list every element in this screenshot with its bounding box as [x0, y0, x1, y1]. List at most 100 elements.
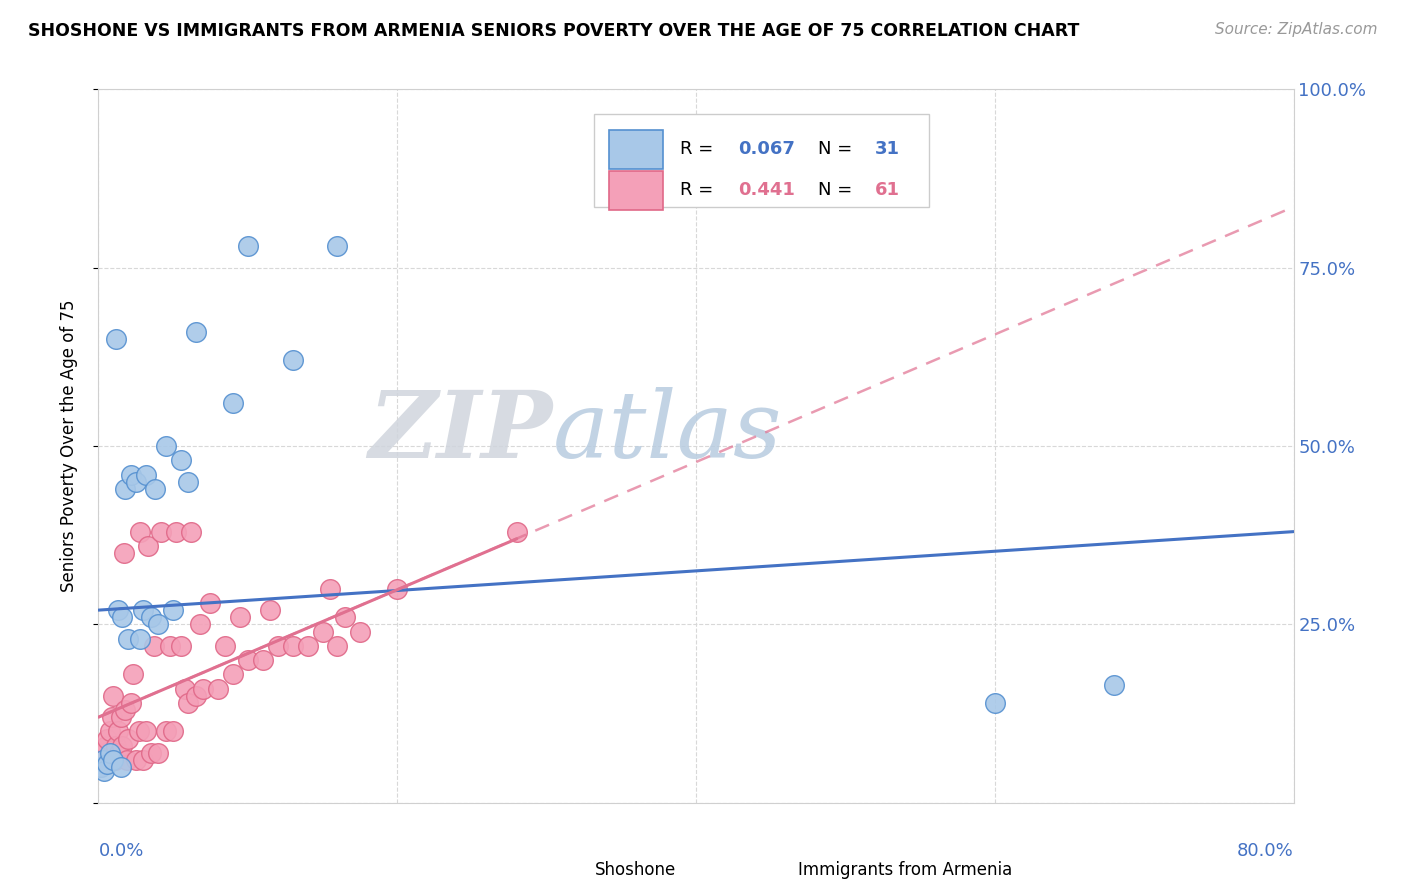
Text: Source: ZipAtlas.com: Source: ZipAtlas.com — [1215, 22, 1378, 37]
Point — [105, 739, 128, 753]
Point — [100, 746, 122, 760]
Point — [311, 624, 333, 639]
Point — [281, 639, 304, 653]
Point — [139, 746, 162, 760]
Text: ZIP: ZIP — [368, 387, 553, 476]
Point — [150, 524, 173, 539]
Point — [125, 753, 148, 767]
Point — [506, 524, 529, 539]
Point — [115, 753, 138, 767]
Point — [117, 632, 139, 646]
Point — [174, 681, 197, 696]
Point — [236, 653, 259, 667]
Point — [93, 746, 115, 760]
Text: N =: N = — [818, 140, 858, 159]
Point — [90, 753, 112, 767]
Text: N =: N = — [818, 181, 858, 199]
Point — [136, 539, 159, 553]
Point — [108, 746, 131, 760]
Point — [169, 639, 191, 653]
Y-axis label: Seniors Poverty Over the Age of 75: Seniors Poverty Over the Age of 75 — [59, 300, 77, 592]
Point — [984, 696, 1007, 710]
Point — [132, 753, 155, 767]
Point — [200, 596, 222, 610]
Point — [135, 467, 157, 482]
Point — [155, 439, 177, 453]
Text: 0.0%: 0.0% — [98, 842, 143, 860]
Point — [191, 681, 214, 696]
Point — [188, 617, 211, 632]
Point — [90, 760, 112, 774]
Point — [107, 724, 129, 739]
Point — [91, 753, 114, 767]
Point — [326, 639, 349, 653]
Point — [180, 524, 202, 539]
Point — [259, 603, 281, 617]
Point — [120, 696, 142, 710]
Point — [169, 453, 191, 467]
Point — [177, 696, 200, 710]
Point — [114, 703, 136, 717]
FancyBboxPatch shape — [595, 114, 929, 207]
Point — [385, 582, 409, 596]
Text: Shoshone: Shoshone — [595, 861, 676, 879]
Point — [128, 724, 150, 739]
Point — [159, 639, 181, 653]
Point — [117, 731, 139, 746]
Point — [97, 753, 120, 767]
Text: 80.0%: 80.0% — [1237, 842, 1294, 860]
Point — [104, 753, 127, 767]
Point — [93, 764, 115, 778]
Point — [184, 325, 207, 339]
Point — [139, 610, 162, 624]
Point — [111, 739, 134, 753]
Point — [222, 667, 245, 681]
Point — [267, 639, 290, 653]
Point — [111, 610, 134, 624]
Point — [326, 239, 349, 253]
Point — [96, 731, 118, 746]
Point — [100, 724, 122, 739]
Point — [132, 603, 155, 617]
Point — [110, 710, 132, 724]
Text: SHOSHONE VS IMMIGRANTS FROM ARMENIA SENIORS POVERTY OVER THE AGE OF 75 CORRELATI: SHOSHONE VS IMMIGRANTS FROM ARMENIA SENI… — [28, 22, 1080, 40]
Point — [91, 756, 114, 771]
Point — [110, 760, 132, 774]
Point — [112, 546, 135, 560]
Point — [129, 632, 152, 646]
Text: R =: R = — [681, 140, 720, 159]
Point — [135, 724, 157, 739]
FancyBboxPatch shape — [609, 170, 662, 210]
Point — [281, 353, 304, 368]
Text: Immigrants from Armenia: Immigrants from Armenia — [797, 861, 1012, 879]
Point — [1104, 678, 1126, 692]
Point — [148, 617, 170, 632]
FancyBboxPatch shape — [609, 130, 662, 169]
Text: 31: 31 — [875, 140, 900, 159]
Point — [236, 239, 259, 253]
Point — [103, 689, 125, 703]
Point — [162, 724, 184, 739]
Point — [96, 756, 118, 771]
Point — [252, 653, 274, 667]
Point — [103, 753, 125, 767]
FancyBboxPatch shape — [540, 855, 588, 885]
Point — [177, 475, 200, 489]
Point — [165, 524, 187, 539]
Point — [155, 724, 177, 739]
Text: 61: 61 — [875, 181, 900, 199]
Point — [89, 760, 111, 774]
Point — [319, 582, 342, 596]
Point — [125, 475, 148, 489]
Point — [229, 610, 252, 624]
Point — [333, 610, 356, 624]
Point — [120, 467, 142, 482]
Point — [184, 689, 207, 703]
Point — [129, 524, 152, 539]
Point — [162, 603, 184, 617]
Point — [148, 746, 170, 760]
Point — [143, 482, 166, 496]
Point — [105, 332, 128, 346]
FancyBboxPatch shape — [744, 855, 792, 885]
Point — [114, 482, 136, 496]
